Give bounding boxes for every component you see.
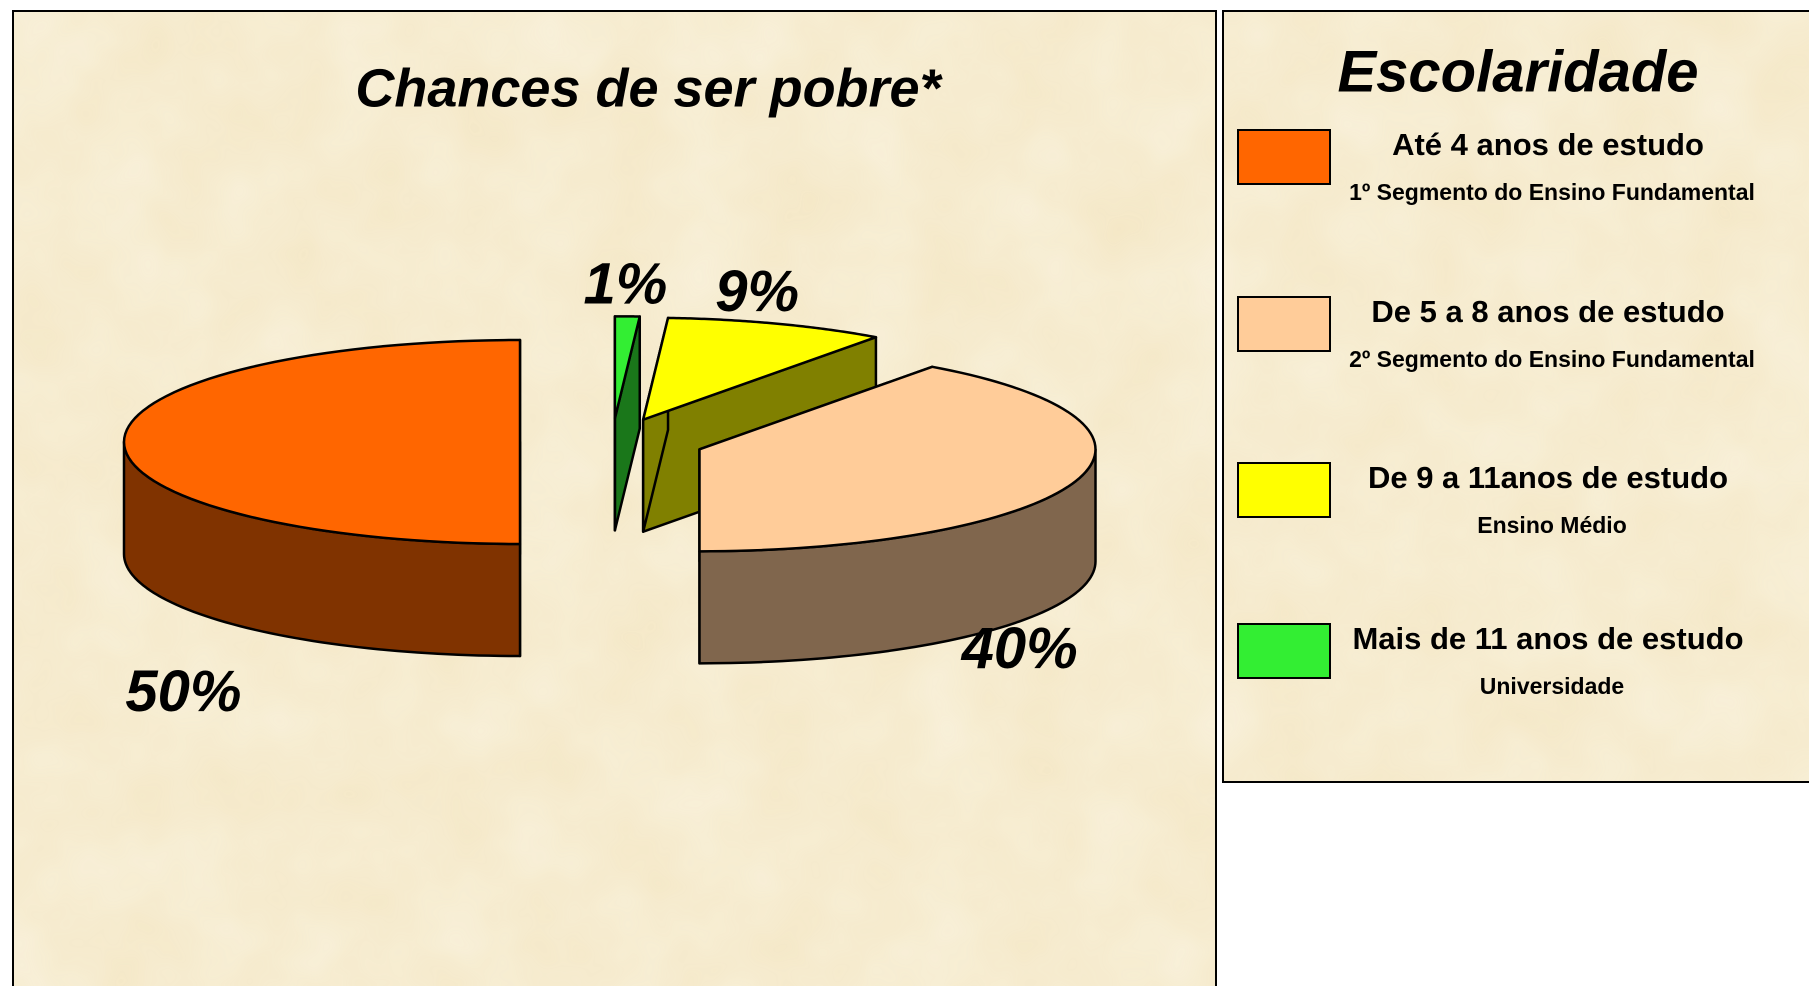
- slice-top: [698, 365, 1097, 553]
- pie: [122, 315, 1097, 665]
- legend-swatch: [1237, 296, 1331, 352]
- legend-title: Escolaridade: [1337, 39, 1698, 104]
- slice-top: [641, 316, 878, 421]
- legend-note: Ensino Médio: [1477, 512, 1627, 538]
- legend-note: 1º Segmento do Ensino Fundamental: [1349, 179, 1755, 205]
- chart-title: Chances de ser pobre*: [355, 58, 943, 118]
- legend-swatch: [1237, 623, 1331, 679]
- legend-label: De 9 a 11anos de estudo: [1368, 460, 1728, 495]
- legend-label: De 5 a 8 anos de estudo: [1371, 294, 1724, 329]
- legend-swatch: [1237, 129, 1331, 185]
- slice: [122, 338, 522, 658]
- legend-note: 2º Segmento do Ensino Fundamental: [1349, 346, 1755, 372]
- legend-note: Universidade: [1480, 673, 1624, 699]
- slice-top: [613, 315, 642, 420]
- slice-top: [122, 338, 522, 546]
- value-label: 50%: [125, 659, 241, 724]
- legend-label: Mais de 11 anos de estudo: [1352, 621, 1743, 656]
- value-label: 40%: [961, 616, 1078, 681]
- legend-label: Até 4 anos de estudo: [1392, 127, 1704, 162]
- legend-swatch: [1237, 462, 1331, 518]
- value-label: 1%: [584, 252, 668, 317]
- value-label: 9%: [715, 259, 799, 324]
- slice: [698, 365, 1097, 665]
- slice: [613, 315, 642, 532]
